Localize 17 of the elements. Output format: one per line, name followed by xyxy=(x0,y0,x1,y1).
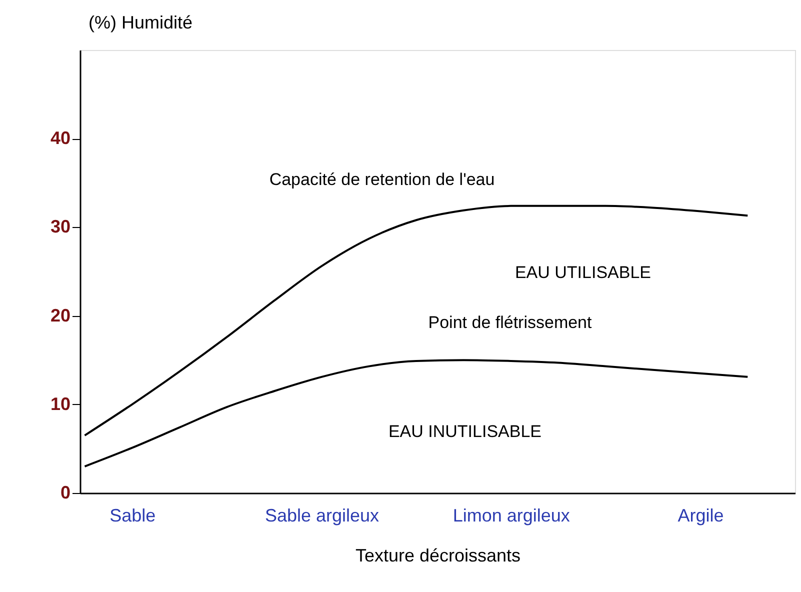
y-axis-title: (%) Humidité xyxy=(88,12,193,32)
y-tick-label: 10 xyxy=(50,394,70,414)
annotation: Point de flétrissement xyxy=(428,313,592,332)
x-tick-label: Sable xyxy=(110,506,156,526)
y-tick-label: 0 xyxy=(60,482,70,502)
line-series xyxy=(84,359,749,468)
y-tick-label: 20 xyxy=(50,305,70,326)
x-axis-title: Texture décroissants xyxy=(355,546,521,566)
x-tick-label: Limon argileux xyxy=(452,506,570,526)
y-tick-label: 40 xyxy=(50,128,70,148)
annotation: EAU INUTILISABLE xyxy=(388,422,542,441)
x-tick-label: Sable argileux xyxy=(264,506,380,526)
y-tick-label: 30 xyxy=(50,216,70,237)
annotation: Capacité de retention de l'eau xyxy=(269,170,495,189)
line-series xyxy=(84,204,749,436)
annotation: EAU UTILISABLE xyxy=(514,263,652,282)
x-tick-label: Argile xyxy=(678,506,724,526)
